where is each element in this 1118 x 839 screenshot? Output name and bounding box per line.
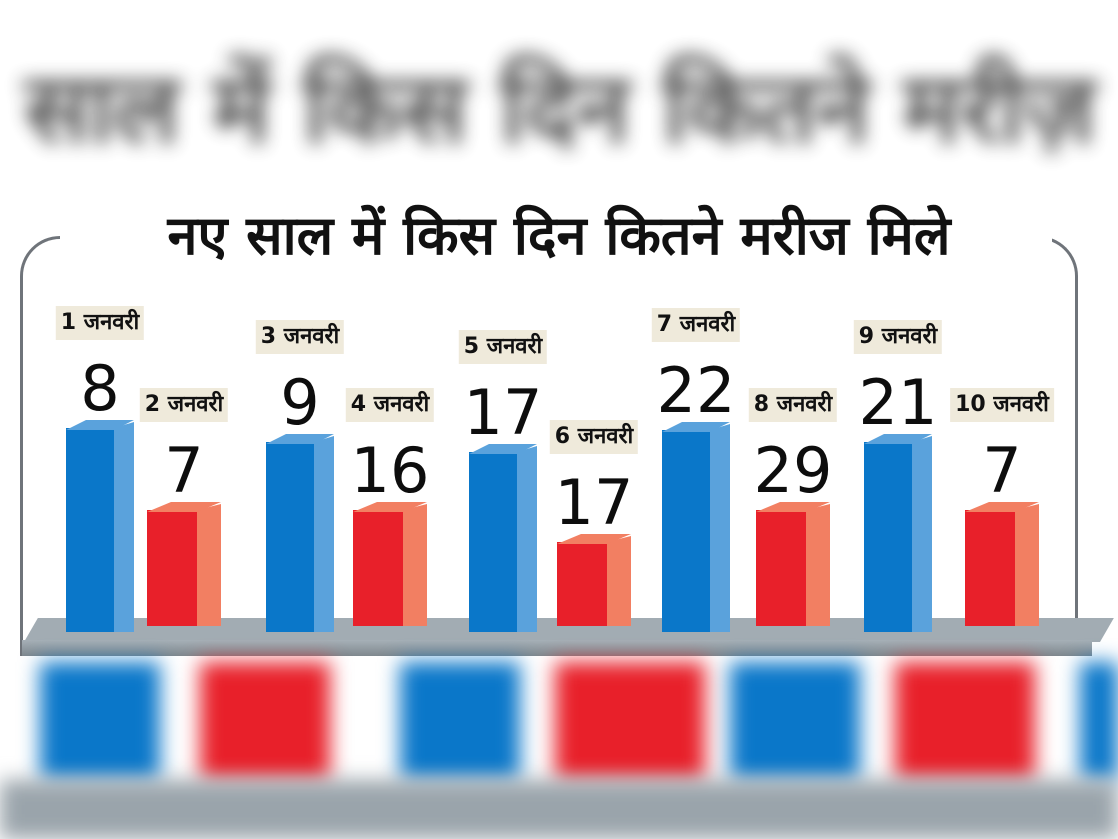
value-label-4: 16 — [350, 434, 430, 507]
category-label-9: 9 जनवरी — [853, 320, 943, 354]
category-label-1: 1 जनवरी — [55, 306, 145, 340]
value-label-6: 17 — [554, 466, 634, 539]
bar-side-5 — [517, 446, 537, 632]
bar-2 — [147, 510, 197, 626]
value-label-10: 7 — [982, 434, 1022, 507]
bar-3 — [266, 442, 314, 632]
blurred-base — [0, 780, 1118, 839]
bar-9 — [864, 442, 912, 632]
value-label-7: 22 — [656, 354, 736, 427]
value-label-9: 21 — [858, 366, 938, 439]
category-label-2: 2 जनवरी — [139, 388, 229, 422]
bar-side-4 — [403, 504, 427, 626]
bar-side-2 — [197, 504, 221, 626]
bar-1 — [66, 428, 114, 632]
bar-top-9 — [864, 434, 932, 444]
bar-side-1 — [114, 422, 134, 632]
category-label-7: 7 जनवरी — [651, 308, 741, 342]
bar-6 — [557, 542, 607, 626]
bar-top-2 — [147, 502, 221, 512]
value-label-8: 29 — [753, 434, 833, 507]
bar-side-3 — [314, 436, 334, 632]
value-label-1: 8 — [80, 352, 120, 425]
bar-side-8 — [806, 504, 830, 626]
bar-top-8 — [756, 502, 830, 512]
bar-8 — [756, 510, 806, 626]
shelf-front — [22, 640, 1092, 656]
category-label-8: 8 जनवरी — [748, 388, 838, 422]
category-label-10: 10 जनवरी — [950, 388, 1054, 422]
category-label-6: 6 जनवरी — [549, 420, 639, 454]
bar-side-6 — [607, 536, 631, 626]
category-label-4: 4 जनवरी — [345, 388, 435, 422]
bar-top-1 — [66, 420, 134, 430]
blurred-reflection — [0, 662, 1118, 802]
chart-title: नए साल में किस दिन कितने मरीज मिले — [167, 204, 951, 267]
bar-top-6 — [557, 534, 631, 544]
bar-top-3 — [266, 434, 334, 444]
bar-top-5 — [469, 444, 537, 454]
value-label-2: 7 — [164, 434, 204, 507]
category-label-3: 3 जनवरी — [255, 320, 345, 354]
bar-side-9 — [912, 436, 932, 632]
bar-10 — [965, 510, 1015, 626]
bar-top-7 — [662, 422, 730, 432]
blurred-background-title: साल में किस दिन कितने मरीज़ — [24, 53, 1096, 165]
value-label-3: 9 — [280, 366, 320, 439]
bar-4 — [353, 510, 403, 626]
frame-gap — [60, 226, 1052, 250]
bar-7 — [662, 430, 710, 632]
value-label-5: 17 — [463, 376, 543, 449]
bar-side-10 — [1015, 504, 1039, 626]
bar-side-7 — [710, 424, 730, 632]
bar-top-10 — [965, 502, 1039, 512]
category-label-5: 5 जनवरी — [458, 330, 548, 364]
bar-5 — [469, 452, 517, 632]
bar-top-4 — [353, 502, 427, 512]
